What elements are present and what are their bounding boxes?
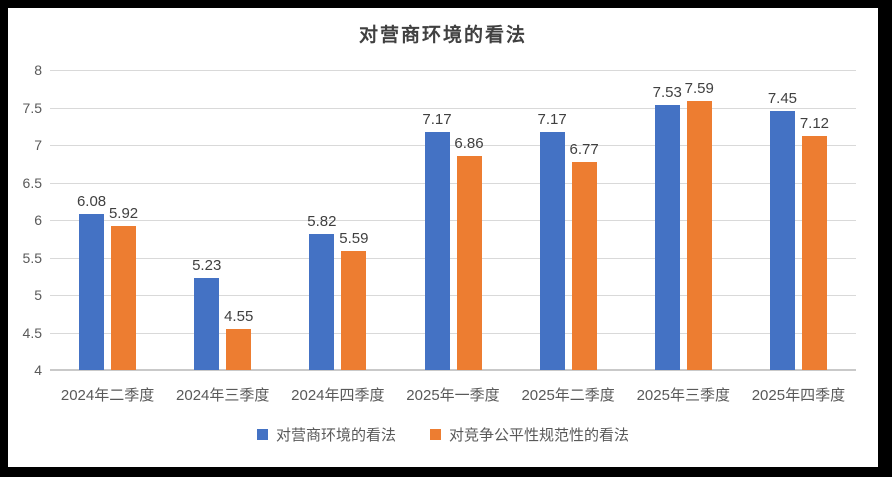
bar-value-label: 5.92	[108, 205, 139, 222]
y-tick-label: 7.5	[22, 99, 42, 116]
chart-title: 对营商环境的看法	[358, 25, 527, 46]
y-tick-label: 4	[34, 362, 42, 378]
gridline	[50, 220, 856, 221]
bar-series-2-2025年二季度	[571, 162, 597, 370]
bar-value-label: 7.17	[537, 111, 567, 129]
x-tick-label: 2024年四季度	[291, 387, 385, 404]
x-axis-tick-labels: 2024年二季度 2024年三季度 2024年四季度 2025年一季度 2025年二季度…	[50, 384, 856, 406]
legend-item-series-1: 对营商环境的看法	[256, 424, 396, 445]
y-tick-label: 4.5	[22, 324, 42, 341]
gridline	[50, 70, 856, 71]
y-tick-label: 7	[34, 137, 42, 153]
bar-value-label: 5.82	[307, 212, 337, 230]
chart-canvas: 对营商环境的看法 6.08 5.92 5.23 4.55 5.82 5.59 7.17 6.8…	[8, 8, 878, 467]
bar-value-label: 5.23	[192, 256, 222, 274]
gridline	[50, 182, 856, 184]
y-tick-label: 5	[34, 287, 42, 303]
bar-value-label: 4.55	[224, 307, 254, 325]
bar-value-label: 7.17	[422, 111, 452, 129]
bar-value-label: 5.59	[339, 229, 369, 247]
chart-legend: 对营商环境的看法 对竞争公平性规范性的看法	[8, 424, 878, 445]
y-tick-label: 8	[34, 62, 42, 78]
x-axis-line	[50, 369, 856, 371]
bar-value-label: 7.53	[652, 84, 682, 102]
x-tick-label: 2024年三季度	[176, 387, 270, 404]
bar-value-label: 6.86	[454, 134, 484, 152]
bar-series-2-2024年二季度	[111, 226, 137, 370]
bar-series-1-2024年四季度	[309, 233, 335, 370]
x-tick-label: 2025年三季度	[636, 387, 730, 404]
bar-value-label: 7.12	[799, 115, 830, 132]
bar-value-label: 6.77	[569, 141, 599, 159]
gridline	[50, 107, 856, 109]
bar-value-label: 7.59	[684, 79, 714, 97]
bar-series-1-2025年四季度	[769, 111, 795, 370]
bar-series-2-2025年一季度	[456, 155, 482, 370]
y-tick-label: 6.5	[22, 174, 42, 191]
bar-series-2-2025年三季度	[686, 100, 712, 370]
bar-series-1-2025年三季度	[654, 105, 680, 370]
y-tick-label: 5.5	[22, 249, 42, 266]
bar-series-2-2024年四季度	[341, 250, 367, 370]
bar-value-label: 7.45	[767, 90, 798, 108]
bar-series-1-2025年二季度	[539, 132, 565, 370]
bar-series-2-2024年三季度	[226, 328, 252, 370]
bar-series-2-2025年四季度	[801, 136, 827, 370]
legend-label: 对竞争公平性规范性的看法	[449, 427, 630, 444]
bar-value-label: 6.08	[76, 193, 107, 210]
x-tick-label: 2025年二季度	[521, 387, 615, 404]
bar-series-1-2024年三季度	[194, 277, 220, 370]
y-tick-label: 6	[34, 212, 42, 228]
gridline	[50, 332, 856, 334]
x-tick-label: 2025年一季度	[406, 387, 500, 404]
legend-swatch-icon	[256, 429, 268, 440]
legend-label: 对营商环境的看法	[275, 427, 396, 444]
x-tick-label: 2025年四季度	[751, 387, 846, 404]
legend-swatch-icon	[430, 429, 441, 440]
bar-series-1-2024年二季度	[79, 214, 105, 370]
gridline	[50, 257, 856, 259]
bar-series-1-2025年一季度	[424, 132, 450, 370]
x-tick-label: 2024年二季度	[60, 387, 155, 404]
gridline	[50, 145, 856, 146]
legend-item-series-2: 对竞争公平性规范性的看法	[430, 424, 629, 445]
plot-area: 6.08 5.92 5.23 4.55 5.82 5.59 7.17 6.86 7.17 6.77…	[50, 70, 856, 371]
gridline	[50, 295, 856, 296]
